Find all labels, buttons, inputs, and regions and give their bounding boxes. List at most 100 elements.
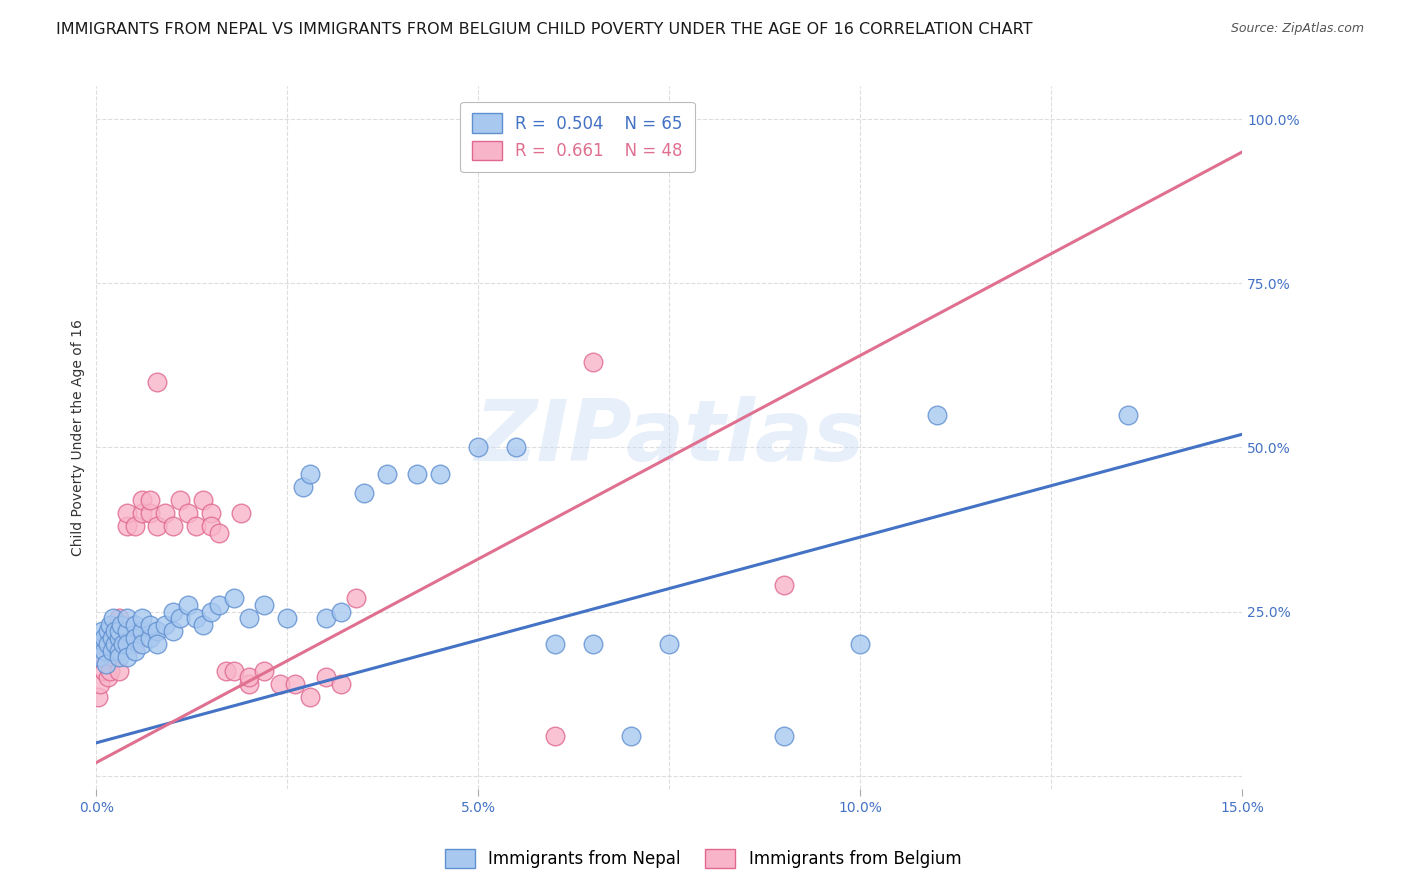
Point — [104, 637, 127, 651]
Point — [139, 631, 162, 645]
Point — [505, 441, 527, 455]
Point — [207, 598, 229, 612]
Point — [299, 467, 322, 481]
Point — [222, 664, 245, 678]
Point — [94, 637, 117, 651]
Point — [124, 631, 146, 645]
Point — [104, 637, 127, 651]
Point — [543, 729, 565, 743]
Point — [115, 611, 138, 625]
Point — [582, 355, 605, 369]
Point — [284, 677, 307, 691]
Point — [146, 624, 169, 639]
Point — [100, 631, 122, 645]
Text: Source: ZipAtlas.com: Source: ZipAtlas.com — [1230, 22, 1364, 36]
Y-axis label: Child Poverty Under the Age of 16: Child Poverty Under the Age of 16 — [72, 319, 86, 556]
Point — [582, 637, 605, 651]
Point — [222, 591, 245, 606]
Point — [162, 605, 184, 619]
Point — [93, 664, 115, 678]
Point — [108, 624, 131, 639]
Point — [193, 617, 215, 632]
Point — [193, 492, 215, 507]
Point — [146, 637, 169, 651]
Point — [231, 506, 253, 520]
Point — [110, 617, 132, 632]
Point — [772, 729, 794, 743]
Point — [184, 519, 207, 533]
Point — [543, 637, 565, 651]
Point — [315, 611, 337, 625]
Point — [100, 644, 122, 658]
Text: ZIPatlas: ZIPatlas — [474, 396, 865, 479]
Text: IMMIGRANTS FROM NEPAL VS IMMIGRANTS FROM BELGIUM CHILD POVERTY UNDER THE AGE OF : IMMIGRANTS FROM NEPAL VS IMMIGRANTS FROM… — [56, 22, 1033, 37]
Point — [291, 480, 314, 494]
Point — [177, 506, 200, 520]
Point — [101, 624, 124, 639]
Point — [93, 650, 115, 665]
Point — [200, 519, 222, 533]
Point — [299, 690, 322, 704]
Point — [131, 637, 153, 651]
Point — [115, 650, 138, 665]
Point — [238, 670, 260, 684]
Point — [253, 664, 276, 678]
Point — [162, 519, 184, 533]
Point — [215, 664, 238, 678]
Point — [200, 605, 222, 619]
Point — [93, 631, 115, 645]
Point — [97, 624, 120, 639]
Point — [658, 637, 681, 651]
Point — [315, 670, 337, 684]
Point — [115, 637, 138, 651]
Point — [98, 617, 121, 632]
Point — [115, 624, 138, 639]
Point — [124, 519, 146, 533]
Point — [238, 611, 260, 625]
Point — [276, 611, 298, 625]
Point — [139, 492, 162, 507]
Point — [177, 598, 200, 612]
Point — [100, 624, 122, 639]
Point — [153, 506, 176, 520]
Point — [153, 617, 176, 632]
Point — [467, 441, 489, 455]
Point — [146, 375, 169, 389]
Point — [108, 637, 131, 651]
Point — [131, 492, 153, 507]
Point — [406, 467, 429, 481]
Point — [353, 486, 375, 500]
Point — [124, 617, 146, 632]
Point — [94, 657, 117, 671]
Point — [108, 664, 131, 678]
Point — [87, 637, 110, 651]
Point — [849, 637, 872, 651]
Legend: R =  0.504    N = 65, R =  0.661    N = 48: R = 0.504 N = 65, R = 0.661 N = 48 — [461, 102, 695, 172]
Point — [104, 624, 127, 639]
Point — [108, 644, 131, 658]
Point — [329, 677, 352, 691]
Point — [925, 408, 948, 422]
Point — [139, 617, 162, 632]
Point — [169, 492, 191, 507]
Point — [269, 677, 291, 691]
Point — [124, 644, 146, 658]
Point — [253, 598, 276, 612]
Point — [131, 611, 153, 625]
Point — [207, 525, 229, 540]
Point — [115, 506, 138, 520]
Point — [108, 631, 131, 645]
Point — [97, 637, 120, 651]
Point — [131, 506, 153, 520]
Point — [429, 467, 451, 481]
Point — [108, 650, 131, 665]
Point — [87, 690, 110, 704]
Point — [162, 624, 184, 639]
Point — [91, 624, 114, 639]
Point — [93, 644, 115, 658]
Point — [108, 611, 131, 625]
Point — [344, 591, 367, 606]
Point — [375, 467, 398, 481]
Point — [124, 637, 146, 651]
Point — [139, 506, 162, 520]
